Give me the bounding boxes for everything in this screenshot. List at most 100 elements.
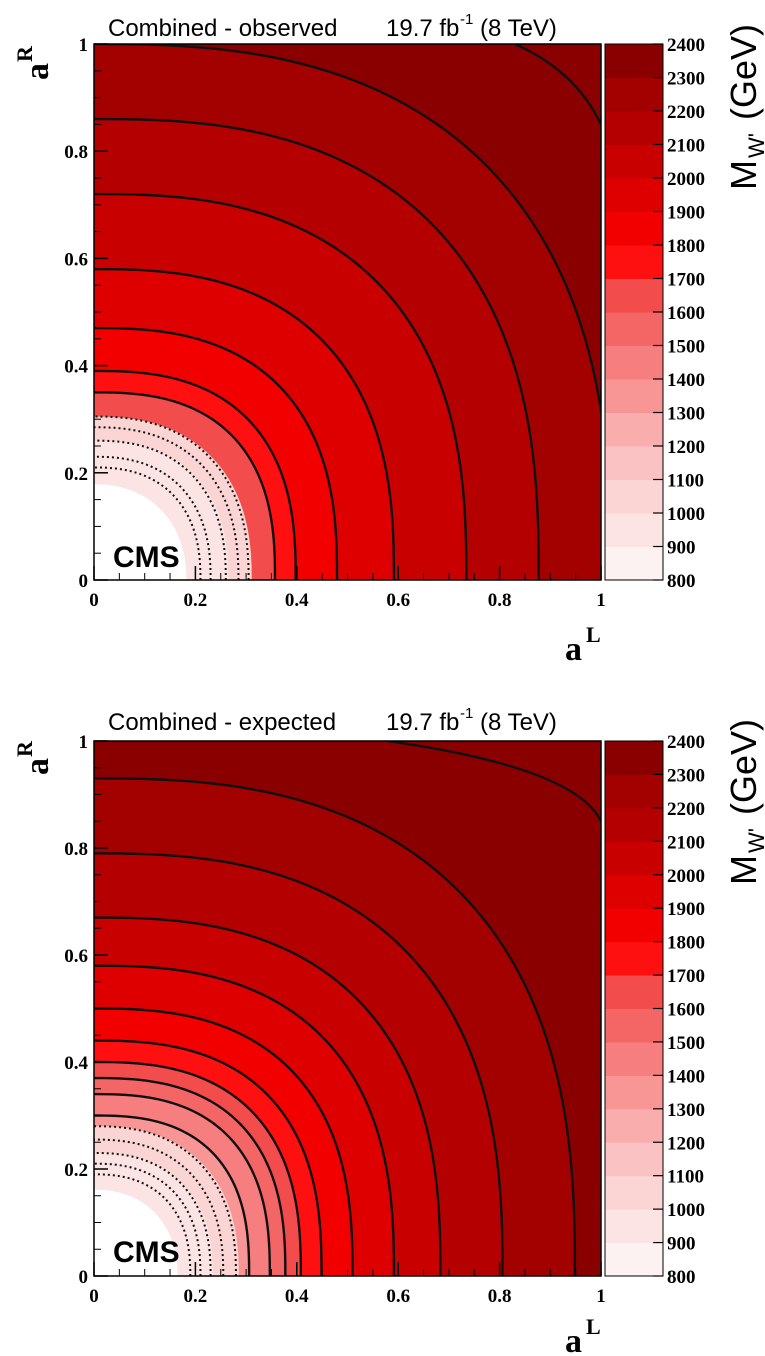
contour-line bbox=[94, 192, 468, 580]
color-bar-cell bbox=[605, 44, 663, 78]
x-tick-label: 1 bbox=[596, 1286, 606, 1307]
z-tick-label: 1300 bbox=[667, 404, 705, 425]
z-tick-label: 900 bbox=[667, 538, 696, 559]
z-axis-label-group: M W' (GeV) bbox=[723, 719, 765, 885]
y-axis-label: a bbox=[19, 758, 56, 775]
color-bar-cell bbox=[605, 111, 663, 145]
contour-line bbox=[94, 1114, 251, 1276]
z-tick-label: 1200 bbox=[667, 1133, 705, 1154]
plot-area bbox=[94, 741, 601, 1276]
panel-title-energy: (8 TeV) bbox=[480, 15, 557, 42]
z-tick-label: 1400 bbox=[667, 370, 705, 391]
z-tick-label: 900 bbox=[667, 1234, 696, 1255]
x-tick-label: 0.4 bbox=[285, 1286, 309, 1307]
contour-line bbox=[94, 777, 577, 1276]
contour-line-dotted bbox=[94, 1173, 192, 1276]
color-bar-cell bbox=[605, 446, 663, 480]
color-bar-cell bbox=[605, 1175, 663, 1210]
color-bar-cell bbox=[605, 479, 663, 514]
z-tick-label: 800 bbox=[667, 571, 696, 592]
y-tick-label: 0 bbox=[79, 1267, 89, 1288]
z-tick-label: 2000 bbox=[667, 169, 705, 190]
x-tick-label: 0.2 bbox=[184, 590, 208, 611]
z-axis-label: M bbox=[723, 855, 764, 885]
color-bar: 800 900 1000 1100 1200 1300 1400 1500 1600 1700 18… bbox=[604, 732, 705, 1288]
contour-line bbox=[94, 1039, 323, 1276]
z-tick-label: 1800 bbox=[667, 933, 705, 954]
z-axis-label-unit: (GeV) bbox=[723, 719, 764, 815]
z-tick-label: 1700 bbox=[667, 966, 705, 987]
z-tick-label: 1000 bbox=[667, 1200, 705, 1221]
color-bar-cell bbox=[605, 178, 663, 212]
color-bar-cell bbox=[605, 741, 663, 775]
plot-area bbox=[94, 44, 601, 580]
contour-line-dotted bbox=[94, 1138, 225, 1276]
contour-line bbox=[94, 326, 339, 580]
fill-band bbox=[94, 484, 187, 580]
color-bar-cell bbox=[605, 412, 663, 447]
panel-title-lumi-sup: -1 bbox=[460, 705, 473, 722]
z-tick-label: 1700 bbox=[667, 270, 705, 291]
z-tick-label: 2100 bbox=[667, 832, 705, 853]
color-bar-cell bbox=[605, 379, 663, 413]
contour-line bbox=[94, 267, 396, 580]
contour-line-dotted bbox=[94, 1151, 212, 1276]
z-tick-label: 2200 bbox=[667, 799, 705, 820]
z-tick-label: 1600 bbox=[667, 303, 705, 324]
contour-line bbox=[94, 1007, 354, 1276]
axes: 0 0.2 0.4 0.6 0.8 1 0 0.2 0.4 0.6 0.8 1 bbox=[64, 732, 606, 1307]
z-axis-label-sub: W' bbox=[744, 828, 765, 853]
panel-observed: Combined - observed 19.7 fb -1 (8 TeV) 8… bbox=[12, 11, 765, 668]
z-tick-label: 1500 bbox=[667, 337, 705, 358]
fill-band bbox=[388, 741, 601, 822]
panel-expected: Combined - expected 19.7 fb -1 (8 TeV) 8… bbox=[12, 705, 765, 1356]
color-bar-cell bbox=[605, 312, 663, 346]
cms-label: CMS bbox=[113, 1236, 180, 1269]
fill-band bbox=[94, 1189, 178, 1276]
y-tick-label: 0.2 bbox=[64, 464, 88, 485]
panel-title-main: Combined - observed bbox=[108, 15, 337, 42]
z-tick-label: 2200 bbox=[667, 102, 705, 123]
contour-line bbox=[94, 1076, 287, 1276]
contour-line bbox=[94, 1092, 272, 1276]
x-axis-label-sup: L bbox=[586, 622, 601, 647]
y-axis-label: a bbox=[19, 63, 56, 80]
color-bar-cell bbox=[605, 975, 663, 1009]
color-bar-cell bbox=[605, 1242, 663, 1277]
z-tick-label: 1400 bbox=[667, 1066, 705, 1087]
color-bar-cell bbox=[605, 1142, 663, 1177]
contour-line-dotted bbox=[94, 1125, 237, 1276]
color-bar-cell bbox=[605, 278, 663, 313]
x-tick-label: 0.8 bbox=[488, 1286, 512, 1307]
z-tick-label: 1900 bbox=[667, 899, 705, 920]
y-tick-label: 0.2 bbox=[64, 1160, 88, 1181]
contour-line bbox=[94, 391, 277, 580]
color-bar: 800 900 1000 1100 1200 1300 1400 1500 1600 1700 18… bbox=[604, 35, 705, 592]
color-bar-cell bbox=[605, 774, 663, 809]
z-tick-label: 800 bbox=[667, 1267, 696, 1288]
x-tick-label: 0.4 bbox=[285, 590, 309, 611]
color-bar-cell bbox=[605, 941, 663, 976]
z-tick-label: 1100 bbox=[667, 1167, 704, 1188]
cms-label: CMS bbox=[113, 541, 180, 574]
color-bar-cell bbox=[605, 1041, 663, 1076]
z-tick-label: 2000 bbox=[667, 866, 705, 887]
contour-line bbox=[94, 1060, 303, 1276]
z-tick-label: 1300 bbox=[667, 1100, 705, 1121]
contour-fills bbox=[94, 44, 601, 580]
panel-title-lumi: 19.7 fb bbox=[386, 15, 459, 42]
y-tick-label: 1 bbox=[79, 732, 89, 753]
panel-title-energy: (8 TeV) bbox=[480, 709, 557, 736]
x-tick-label: 0.6 bbox=[386, 1286, 410, 1307]
y-tick-label: 0.4 bbox=[64, 357, 88, 378]
contour-line bbox=[94, 369, 297, 580]
color-bar-cell bbox=[605, 1075, 663, 1110]
x-tick-label: 0 bbox=[89, 590, 99, 611]
axes: 0 0.2 0.4 0.6 0.8 1 0 0.2 0.4 0.6 0.8 1 bbox=[64, 35, 606, 611]
contour-line bbox=[387, 741, 601, 822]
y-tick-label: 0.4 bbox=[64, 1053, 88, 1074]
color-bar-cell bbox=[605, 345, 663, 380]
color-bar-cell bbox=[605, 908, 663, 943]
color-bar-cell bbox=[605, 144, 663, 179]
y-tick-label: 0 bbox=[79, 571, 89, 592]
